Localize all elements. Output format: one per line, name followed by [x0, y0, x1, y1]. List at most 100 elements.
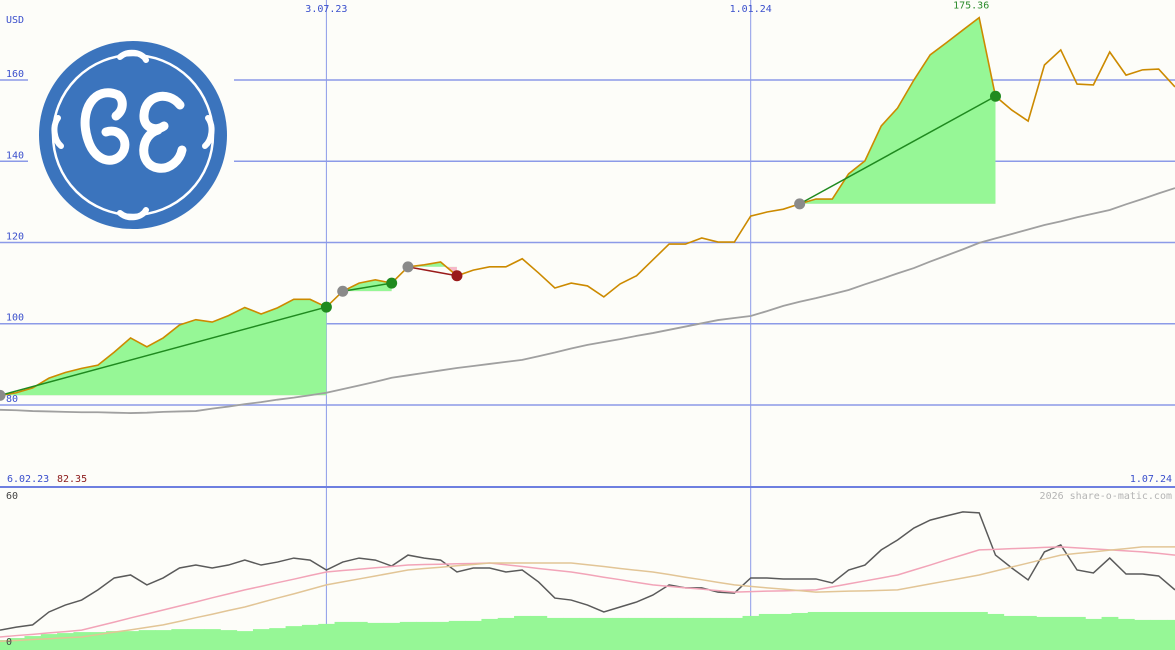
volume-bar [693, 617, 711, 650]
trade-gain-area [799, 17, 996, 204]
volume-bar [1117, 618, 1135, 650]
volume-bar [1068, 616, 1086, 650]
y-tick-label: 160 [6, 69, 24, 80]
volume-bar [40, 634, 58, 650]
indicator-line [0, 546, 1175, 638]
volume-bar [579, 617, 597, 650]
volume-bar [399, 621, 417, 650]
y-tick-label: 140 [6, 150, 24, 161]
volume-bar [611, 617, 629, 650]
volume-bar [1085, 618, 1103, 650]
moving-average-line [0, 187, 1175, 414]
source-note: 2026 share-o-matic.com [1040, 491, 1172, 502]
trade-exit-dot [989, 90, 1001, 102]
volume-bar [252, 629, 270, 650]
trade-exit-dot [386, 277, 398, 289]
volume-bar [89, 632, 107, 650]
volume-bar [791, 612, 809, 650]
volume-bar [481, 618, 499, 650]
volume-bar [318, 623, 336, 650]
volume-bar [122, 631, 140, 650]
volume-bar [138, 630, 156, 650]
volume-bar [432, 621, 450, 650]
y-tick-label: 100 [6, 313, 24, 324]
trade-exit-dot [451, 270, 463, 282]
trade-entry-dot [794, 198, 806, 210]
trade-line [0, 306, 327, 397]
y-tick-label: 0 [6, 637, 12, 648]
volume-bar [106, 631, 123, 650]
trade-line [342, 282, 392, 292]
volume-bar [873, 611, 890, 650]
volume-bar [73, 632, 91, 650]
x-tick-label: 1.01.24 [730, 4, 772, 15]
high-label: 175.36 [953, 1, 989, 12]
trade-entry-dot [0, 389, 6, 401]
volume-bar [1019, 615, 1037, 650]
volume-bar [269, 628, 287, 650]
volume-bar [448, 620, 466, 650]
volume-bar [334, 621, 352, 650]
volume-bar [8, 638, 25, 650]
volume-bar [677, 617, 695, 650]
volume-bar [660, 617, 678, 650]
volume-bar [367, 622, 385, 650]
volume-bar [1101, 616, 1119, 650]
volume-bar [987, 613, 1005, 650]
labels: USD 2026 share-o-matic.com 6.02.23 3.07.2… [6, 1, 1172, 648]
volume-bar [563, 617, 580, 650]
volume-bar [1166, 619, 1175, 650]
volume-bar [889, 611, 907, 650]
volume-bar [497, 617, 515, 650]
y-tick-label: 120 [6, 231, 24, 242]
volume-bar [971, 611, 988, 650]
volume-bar [595, 617, 613, 650]
y-tick-label: 60 [6, 491, 18, 502]
company-logo [28, 28, 234, 234]
volume-bar [155, 630, 172, 650]
volume-bar [220, 630, 238, 650]
volume-bar [416, 621, 433, 650]
volume-bar [57, 633, 74, 650]
volume-bar [840, 611, 858, 650]
volume-bar [0, 640, 9, 650]
volume-bar [236, 631, 254, 650]
volume-bar [546, 617, 564, 650]
y-tick-label: 80 [6, 394, 18, 405]
trade-loss-area [407, 266, 457, 276]
volume-bar [1134, 619, 1152, 650]
volume-bar [171, 629, 189, 650]
volume-bar [383, 622, 401, 650]
volume-bar [465, 620, 482, 650]
volume-bar [187, 629, 205, 650]
volume-bar [742, 615, 760, 650]
volume-bar [905, 611, 923, 650]
volume-bar [758, 613, 776, 650]
volume-bar [301, 624, 319, 650]
volume-bar [628, 617, 646, 650]
trade-line [407, 266, 458, 277]
y-axis-label: USD [6, 15, 24, 26]
trade-line [799, 95, 996, 205]
volume-bar [350, 621, 368, 650]
trade-entry-dot [402, 261, 414, 273]
volume-bar [856, 611, 874, 650]
indicator-line [0, 546, 1175, 643]
volume-bar [922, 611, 939, 650]
volume-bar [285, 626, 303, 650]
trade-exit-dot [320, 301, 332, 313]
volume-bar [514, 615, 531, 650]
logo-scrolls [51, 49, 215, 221]
volume-bar [1150, 619, 1168, 650]
logo-disc [39, 41, 227, 229]
volume-bar [824, 611, 841, 650]
volume-bar [1036, 616, 1054, 650]
volume-bar [954, 611, 972, 650]
volume-bar [203, 629, 221, 650]
volume-bar [1003, 615, 1021, 650]
volume-bar [938, 611, 956, 650]
volume-bar [24, 636, 42, 650]
x-tick-label: 6.02.23 [7, 474, 49, 485]
volume-bar [807, 611, 825, 650]
